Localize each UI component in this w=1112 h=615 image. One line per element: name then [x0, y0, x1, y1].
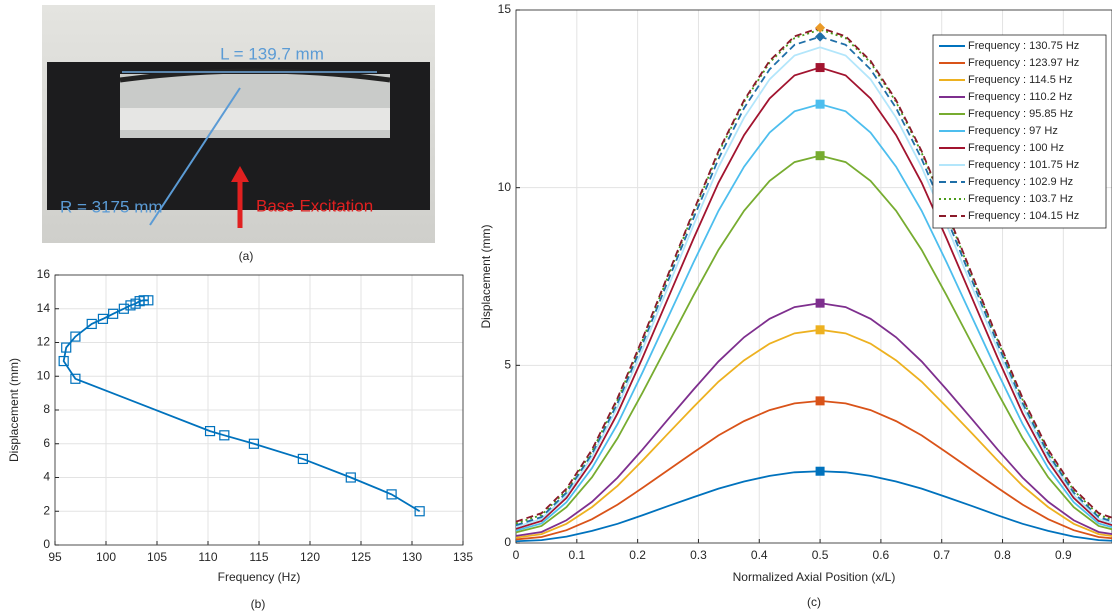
marker	[815, 298, 825, 308]
y-tick-label: 12	[37, 335, 51, 349]
y-tick-label: 15	[498, 2, 512, 16]
x-tick-label: 0	[513, 548, 520, 562]
x-tick-label: 125	[351, 550, 371, 564]
marker	[815, 151, 825, 161]
marker	[204, 425, 216, 437]
y-tick-label: 16	[37, 267, 51, 281]
marker	[386, 489, 397, 500]
legend-label: Frequency : 103.7 Hz	[968, 193, 1073, 205]
marker	[815, 31, 826, 42]
marker	[86, 318, 97, 330]
annotation: L = 139.7 mm	[220, 44, 324, 63]
marker	[70, 331, 81, 342]
axes-box	[54, 274, 464, 546]
x-axis-label: Frequency (Hz)	[218, 570, 301, 584]
x-tick-label: 95	[48, 550, 62, 564]
x-tick-label: 0.6	[873, 548, 890, 562]
y-tick-label: 4	[43, 470, 50, 484]
marker	[70, 373, 81, 384]
beam	[119, 68, 391, 83]
x-tick-label: 0.2	[629, 548, 646, 562]
radius-line	[149, 87, 241, 226]
x-tick-label: 0.8	[994, 548, 1011, 562]
marker	[815, 63, 825, 73]
marker	[118, 303, 129, 314]
marker	[815, 325, 825, 335]
legend-label: Frequency : 101.75 Hz	[968, 159, 1079, 171]
arrow-head	[231, 166, 249, 182]
chart: 0 0.1 0.2 0.3 0.4 0.5 0.6 0.7 0.8 0.9 0 5 10 15 Normal…	[479, 2, 1112, 609]
y-tick-label: 10	[37, 368, 51, 382]
y-axis-label: Displacement (mm)	[479, 224, 493, 328]
axes-box	[515, 9, 1112, 544]
marker	[219, 430, 230, 441]
annotation: R = 3175 mm	[60, 197, 163, 216]
legend-label: Frequency : 100 Hz	[968, 142, 1064, 154]
marker	[414, 506, 425, 517]
legend-label: Frequency : 114.5 Hz	[968, 74, 1072, 86]
x-tick-label: 110	[198, 550, 217, 564]
x-tick-label: 135	[453, 550, 473, 564]
marker	[97, 313, 109, 324]
legend-label: Frequency : 97 Hz	[968, 125, 1058, 137]
y-tick-label: 14	[37, 301, 51, 315]
series-line	[516, 28, 1112, 525]
marker	[58, 355, 69, 367]
marker	[108, 308, 119, 319]
x-tick-label: 120	[300, 550, 320, 564]
y-tick-label: 0	[504, 535, 511, 549]
x-tick-label: 0.7	[933, 548, 950, 562]
marker	[345, 472, 356, 483]
x-tick-label: 105	[147, 550, 167, 564]
y-tick-label: 5	[504, 358, 511, 372]
legend-label: Frequency : 95.85 Hz	[968, 108, 1073, 120]
marker	[815, 22, 826, 33]
marker	[61, 342, 72, 353]
marker	[815, 396, 825, 406]
x-tick-label: 100	[96, 550, 116, 564]
photo: L = 139.7 mm R = 3175 mm Base Excitation…	[42, 5, 435, 263]
panel-label: (c)	[807, 595, 821, 609]
panel-label: (b)	[251, 597, 266, 611]
panel-label: (a)	[239, 249, 254, 263]
legend-label: Frequency : 102.9 Hz	[968, 176, 1073, 188]
y-tick-label: 6	[43, 436, 50, 450]
x-tick-label: 0.4	[751, 548, 768, 562]
chart: 95 100 105 110 115 120 125 130 135 0 2 4 6 8 10 12 14 16 F…	[7, 267, 473, 611]
legend-label: Frequency : 123.97 Hz	[968, 57, 1079, 69]
x-tick-label: 130	[402, 550, 422, 564]
marker	[815, 466, 825, 476]
x-tick-label: 0.9	[1055, 548, 1072, 562]
y-axis-label: Displacement (mm)	[7, 358, 21, 462]
legend-label: Frequency : 130.75 Hz	[968, 40, 1079, 52]
annotation: Base Excitation	[256, 196, 373, 215]
x-tick-label: 0.1	[568, 548, 585, 562]
marker	[297, 453, 308, 465]
y-tick-label: 10	[498, 180, 512, 194]
x-tick-label: 115	[249, 550, 268, 564]
x-axis-label: Normalized Axial Position (x/L)	[733, 570, 896, 584]
y-tick-label: 8	[43, 402, 50, 416]
y-tick-label: 0	[43, 537, 50, 551]
marker	[815, 99, 825, 109]
y-tick-label: 2	[43, 503, 50, 517]
marker	[143, 295, 154, 306]
x-tick-label: 0.5	[812, 548, 829, 562]
legend-label: Frequency : 104.15 Hz	[968, 210, 1079, 222]
series-line	[516, 46, 1112, 528]
legend-label: Frequency : 110.2 Hz	[968, 91, 1072, 103]
window-floor	[120, 108, 390, 130]
marker	[248, 438, 259, 449]
x-tick-label: 0.3	[690, 548, 707, 562]
